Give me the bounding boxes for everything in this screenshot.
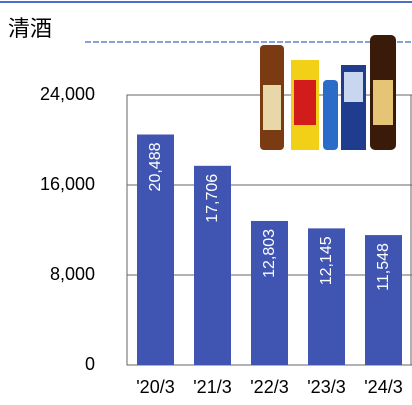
x-tick-label: '24/3 xyxy=(364,377,402,397)
bar xyxy=(251,220,288,365)
chart-title: 清酒 xyxy=(8,16,52,41)
value-label: 20,488 xyxy=(147,142,164,191)
x-tick-label: '21/3 xyxy=(193,377,231,397)
value-label: 12,145 xyxy=(318,236,335,285)
x-tick-label: '22/3 xyxy=(250,377,288,397)
y-tick-label: 24,000 xyxy=(40,84,95,104)
y-tick-label: 16,000 xyxy=(40,174,95,194)
x-tick-label: '23/3 xyxy=(307,377,345,397)
y-tick-label: 8,000 xyxy=(50,264,95,284)
value-label: 17,706 xyxy=(204,174,221,223)
bar xyxy=(137,134,174,365)
y-tick-label: 0 xyxy=(85,354,95,374)
bar xyxy=(194,165,231,365)
bar xyxy=(365,235,402,365)
value-label: 11,548 xyxy=(375,243,392,291)
value-label: 12,803 xyxy=(261,229,278,278)
x-tick-label: '20/3 xyxy=(136,377,174,397)
bar xyxy=(308,228,345,365)
product-images xyxy=(260,35,396,150)
